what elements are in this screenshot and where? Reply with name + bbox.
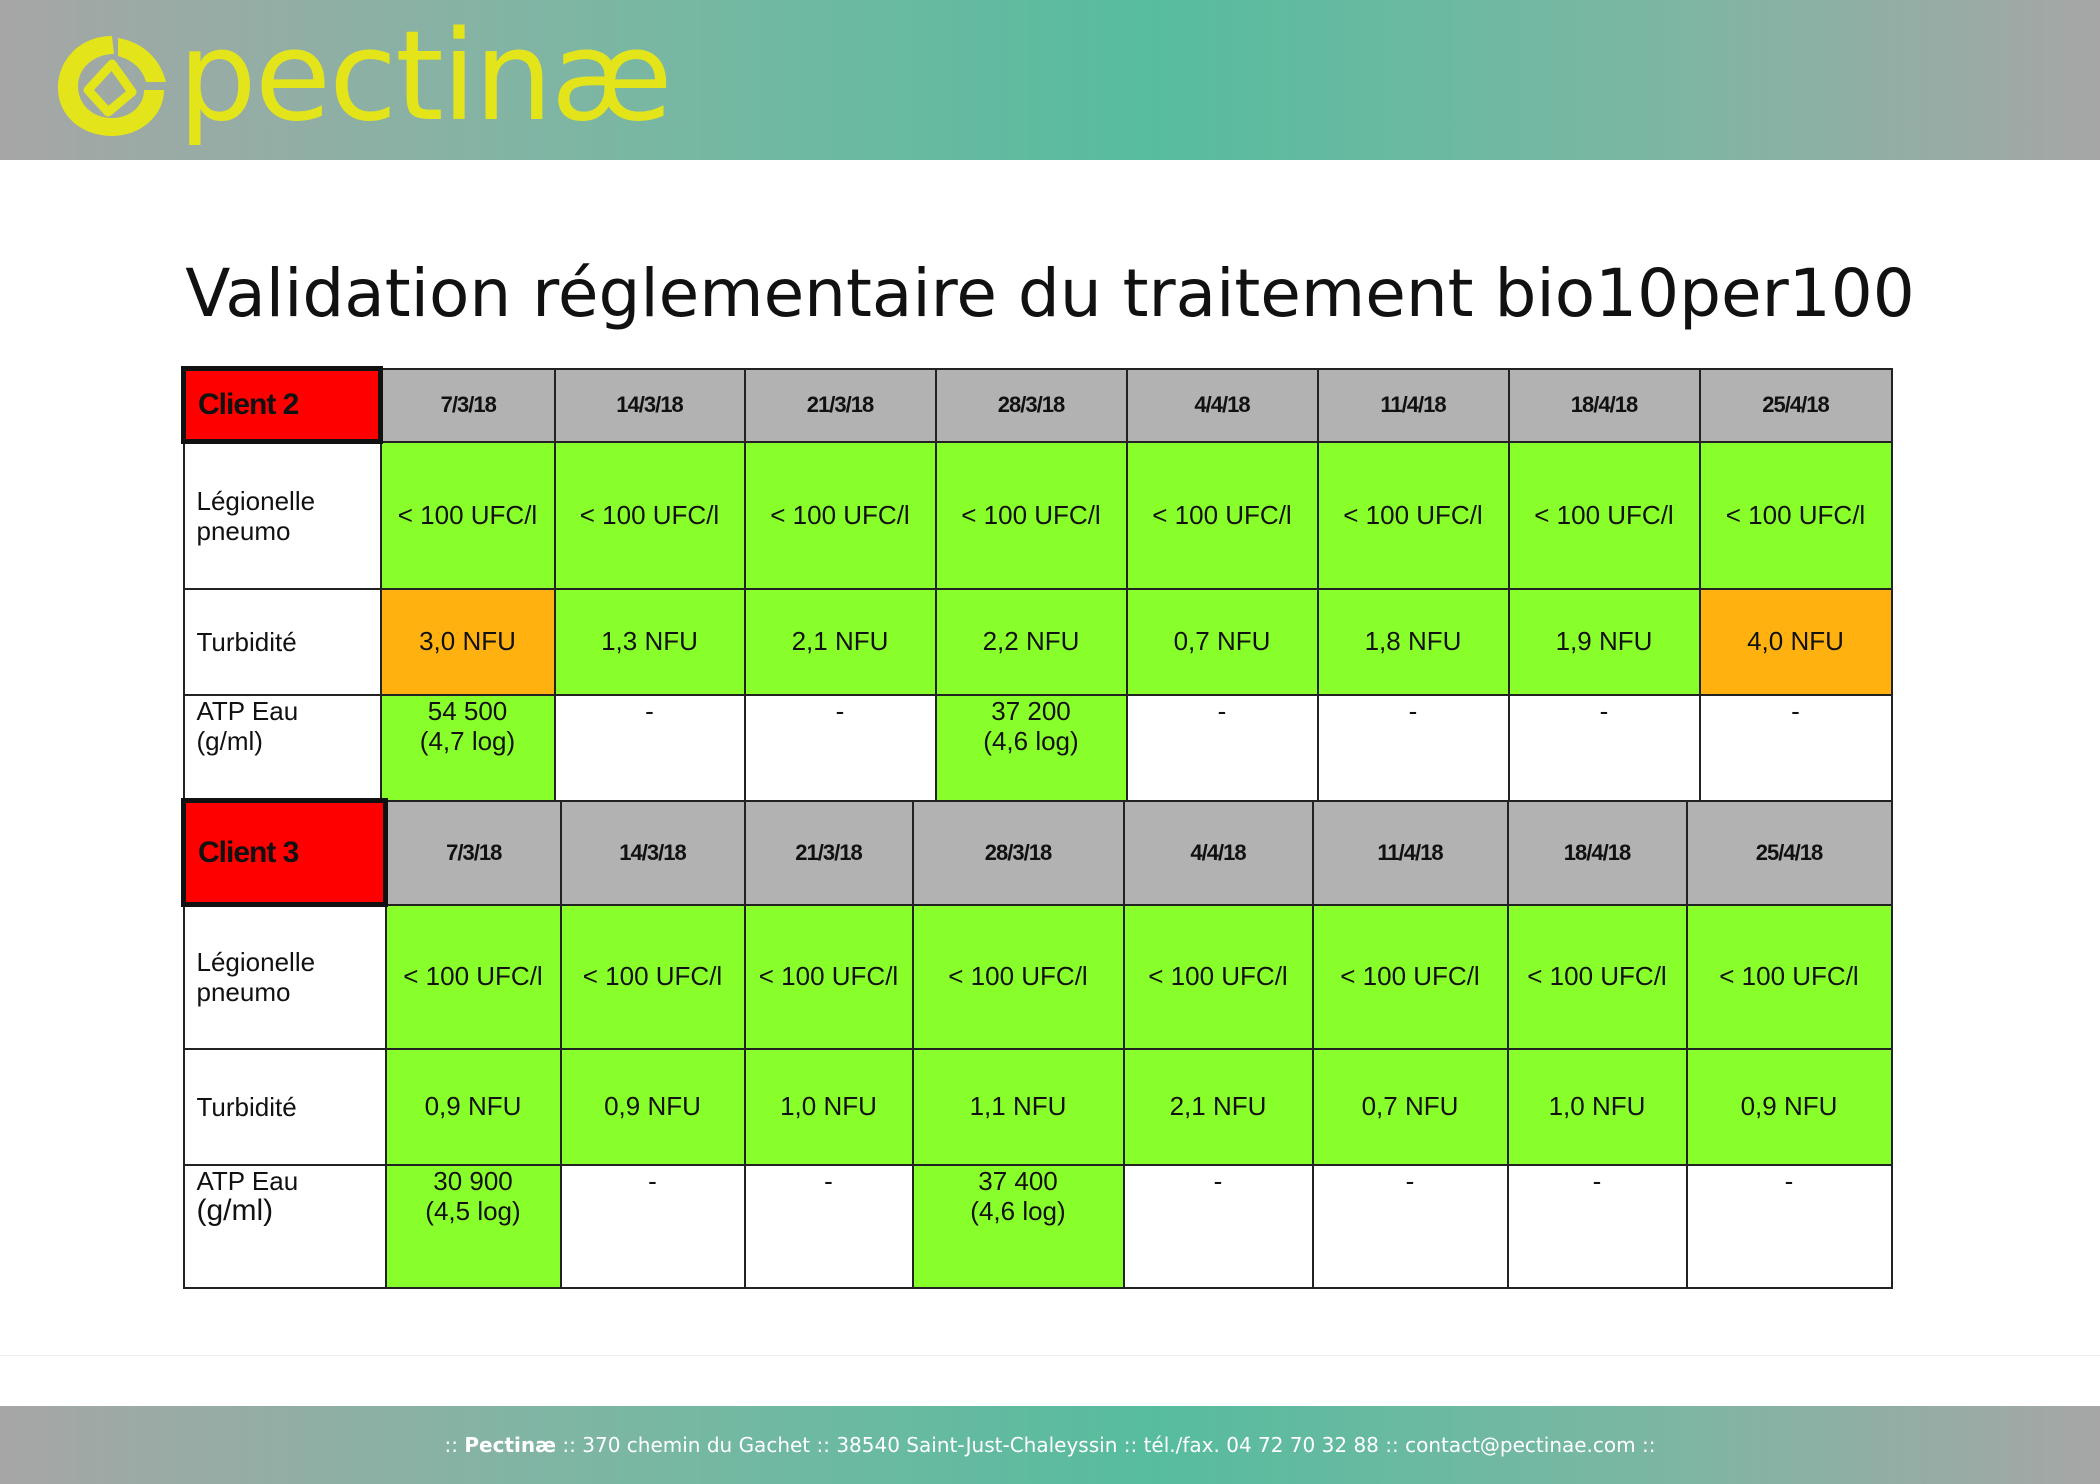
row-label: ATP Eau (g/ml): [182, 1163, 387, 1289]
turbidity-value-cell: 0,9 NFU: [559, 1047, 746, 1166]
header-banner: pectinæ: [0, 0, 2100, 160]
turbidity-row: Turbidité 0,9 NFU 0,9 NFU 1,0 NFU 1,1 NF…: [182, 1047, 1893, 1166]
legionella-value-cell: < 100 UFC/l: [743, 440, 937, 590]
pectinae-logo-icon: [58, 36, 166, 136]
row-label: ATP Eau (g/ml): [182, 693, 382, 802]
date-cell: 25/4/18: [1698, 367, 1893, 443]
turbidity-value-cell: 2,2 NFU: [934, 587, 1128, 696]
date-cell: 21/3/18: [743, 799, 914, 906]
atp-row: ATP Eau (g/ml) 30 900 (4,5 log) - - 37 400…: [182, 1163, 1893, 1289]
turbidity-value-cell: 1,8 NFU: [1316, 587, 1510, 696]
atp-value-cell: -: [1685, 1163, 1893, 1289]
legionella-value-cell: < 100 UFC/l: [1316, 440, 1510, 590]
turbidity-value-cell: 1,9 NFU: [1507, 587, 1701, 696]
turbidity-value-cell: 1,1 NFU: [911, 1047, 1125, 1166]
legionella-value-cell: < 100 UFC/l: [743, 903, 914, 1050]
legionella-value-cell: < 100 UFC/l: [384, 903, 562, 1050]
row-label: Légionelle pneumo: [182, 903, 387, 1050]
legionella-value-cell: < 100 UFC/l: [911, 903, 1125, 1050]
row-label: Légionelle pneumo: [182, 440, 382, 590]
turbidity-value-cell: 0,7 NFU: [1311, 1047, 1509, 1166]
turbidity-value-cell: 0,7 NFU: [1125, 587, 1319, 696]
atp-value-cell: -: [1506, 1163, 1688, 1289]
row-label: Turbidité: [182, 1047, 387, 1166]
date-cell: 7/3/18: [384, 799, 562, 906]
legionella-value-cell: < 100 UFC/l: [379, 440, 556, 590]
atp-value-cell: -: [1122, 1163, 1314, 1289]
turbidity-row: Turbidité 3,0 NFU 1,3 NFU 2,1 NFU 2,2 NF…: [182, 587, 1893, 696]
atp-value-cell: -: [553, 693, 746, 802]
footer-divider: [0, 1355, 2100, 1356]
atp-value-cell: -: [1698, 693, 1893, 802]
legionella-value-cell: < 100 UFC/l: [559, 903, 746, 1050]
legionella-value-cell: < 100 UFC/l: [1506, 903, 1688, 1050]
turbidity-value-cell: 2,1 NFU: [743, 587, 937, 696]
date-cell: 7/3/18: [379, 367, 556, 443]
date-cell: 28/3/18: [911, 799, 1125, 906]
turbidity-value-cell: 4,0 NFU: [1698, 587, 1893, 696]
atp-value-cell: -: [743, 693, 937, 802]
atp-row: ATP Eau (g/ml) 54 500 (4,7 log) - - 37 200…: [182, 693, 1893, 802]
date-cell: 25/4/18: [1685, 799, 1893, 906]
date-cell: 21/3/18: [743, 367, 937, 443]
atp-value-cell: -: [1311, 1163, 1509, 1289]
date-cell: 18/4/18: [1506, 799, 1688, 906]
turbidity-value-cell: 0,9 NFU: [1685, 1047, 1893, 1166]
legionella-value-cell: < 100 UFC/l: [1698, 440, 1893, 590]
atp-value-cell: -: [1316, 693, 1510, 802]
date-header-row: Client 2 7/3/18 14/3/18 21/3/18 28/3/18 …: [181, 366, 1893, 444]
footer-contact: :: 370 chemin du Gachet :: 38540 Saint-J…: [556, 1433, 1656, 1457]
atp-value-cell: 54 500 (4,7 log): [379, 693, 556, 802]
client-label: Client 3: [181, 798, 388, 907]
client-3-results-table: Client 3 7/3/18 14/3/18 21/3/18 28/3/18 …: [181, 798, 1893, 1289]
footer-banner: :: Pectinæ :: 370 chemin du Gachet :: 38…: [0, 1406, 2100, 1484]
atp-value-cell: -: [1507, 693, 1701, 802]
footer-company: Pectinæ: [464, 1433, 557, 1457]
legionella-value-cell: < 100 UFC/l: [1685, 903, 1893, 1050]
date-cell: 11/4/18: [1311, 799, 1509, 906]
date-cell: 11/4/18: [1316, 367, 1510, 443]
legionella-value-cell: < 100 UFC/l: [1507, 440, 1701, 590]
turbidity-value-cell: 0,9 NFU: [384, 1047, 562, 1166]
legionella-value-cell: < 100 UFC/l: [1122, 903, 1314, 1050]
date-cell: 14/3/18: [553, 367, 746, 443]
turbidity-value-cell: 3,0 NFU: [379, 587, 556, 696]
legionella-value-cell: < 100 UFC/l: [1311, 903, 1509, 1050]
page-title: Validation réglementaire du traitement b…: [185, 255, 1915, 332]
legionella-value-cell: < 100 UFC/l: [553, 440, 746, 590]
turbidity-value-cell: 1,0 NFU: [1506, 1047, 1688, 1166]
legionella-value-cell: < 100 UFC/l: [934, 440, 1128, 590]
footer-prefix: ::: [444, 1433, 465, 1457]
atp-value-cell: 37 400 (4,6 log): [911, 1163, 1125, 1289]
logo-wordmark: pectinæ: [178, 5, 673, 149]
row-label: Turbidité: [182, 587, 382, 696]
legionella-row: Légionelle pneumo < 100 UFC/l < 100 UFC/l…: [182, 440, 1893, 590]
legionella-row: Légionelle pneumo < 100 UFC/l < 100 UFC/l…: [182, 903, 1893, 1050]
atp-value-cell: 37 200 (4,6 log): [934, 693, 1128, 802]
date-cell: 18/4/18: [1507, 367, 1701, 443]
atp-value-cell: -: [1125, 693, 1319, 802]
date-cell: 4/4/18: [1122, 799, 1314, 906]
client-2-results-table: Client 2 7/3/18 14/3/18 21/3/18 28/3/18 …: [181, 366, 1893, 802]
date-cell: 14/3/18: [559, 799, 746, 906]
atp-value-cell: -: [743, 1163, 914, 1289]
atp-value-cell: -: [559, 1163, 746, 1289]
turbidity-value-cell: 1,3 NFU: [553, 587, 746, 696]
legionella-value-cell: < 100 UFC/l: [1125, 440, 1319, 590]
date-header-row: Client 3 7/3/18 14/3/18 21/3/18 28/3/18 …: [181, 798, 1893, 907]
date-cell: 28/3/18: [934, 367, 1128, 443]
date-cell: 4/4/18: [1125, 367, 1319, 443]
client-label: Client 2: [181, 366, 383, 444]
atp-value-cell: 30 900 (4,5 log): [384, 1163, 562, 1289]
turbidity-value-cell: 1,0 NFU: [743, 1047, 914, 1166]
turbidity-value-cell: 2,1 NFU: [1122, 1047, 1314, 1166]
